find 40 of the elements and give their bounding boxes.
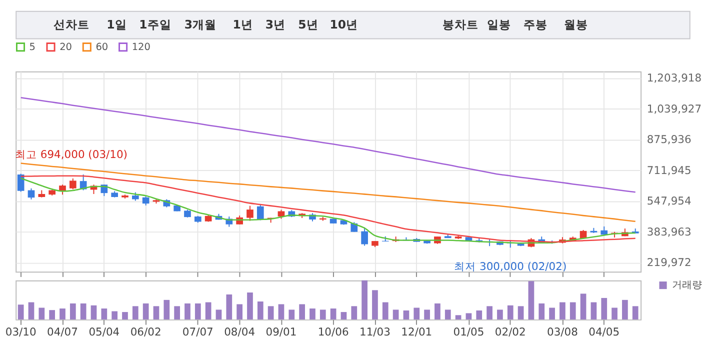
x-tick-label: 11/03 bbox=[360, 326, 390, 339]
y-tick-label: 547,954 bbox=[646, 194, 692, 208]
x-tick-label: 06/02 bbox=[130, 326, 162, 339]
y-tick-label: 219,972 bbox=[646, 256, 692, 270]
legend-label: 60 bbox=[96, 42, 108, 53]
y-tick-label: 1,039,927 bbox=[646, 102, 702, 116]
x-tick-label: 08/04 bbox=[224, 326, 256, 339]
text: 3년 bbox=[265, 17, 286, 32]
x-tick-label: 01/05 bbox=[453, 326, 484, 339]
y-tick-label: 1,203,918 bbox=[646, 72, 702, 85]
annotation: 최저 300,000 (02/02) bbox=[454, 260, 567, 274]
x-tick-label: 04/07 bbox=[47, 326, 78, 339]
text: 월봉 bbox=[564, 17, 588, 32]
x-tick-label: 12/01 bbox=[401, 326, 432, 339]
x-tick-label: 03/10 bbox=[5, 326, 36, 339]
legend-label: 120 bbox=[132, 42, 150, 53]
legend-label: 5 bbox=[29, 42, 36, 53]
text: 3개월 bbox=[184, 17, 217, 32]
text: 일봉 bbox=[486, 17, 511, 32]
annotation: 최고 694,000 (03/10) bbox=[14, 148, 128, 162]
x-tick-label: 10/06 bbox=[318, 326, 349, 339]
text: 5년 bbox=[298, 17, 318, 32]
x-tick-label: 07/07 bbox=[182, 326, 214, 339]
text: 10년 bbox=[330, 17, 358, 32]
y-tick-label: 875,936 bbox=[646, 133, 692, 146]
x-tick-label: 03/08 bbox=[546, 326, 578, 339]
text: 1주일 bbox=[139, 17, 172, 32]
x-tick-label: 05/04 bbox=[88, 326, 120, 339]
y-tick-label: 711,945 bbox=[646, 164, 692, 177]
text: 1년 bbox=[232, 17, 253, 32]
text: 1일 bbox=[106, 17, 127, 32]
legend-label: 거래량 bbox=[672, 280, 702, 292]
legend-label: 20 bbox=[60, 42, 72, 53]
x-tick-label: 09/01 bbox=[266, 326, 297, 339]
text: 주봉 bbox=[523, 17, 548, 32]
x-tick-label: 04/05 bbox=[588, 326, 620, 339]
text: 봉차트 bbox=[442, 17, 478, 32]
y-tick-label: 383,963 bbox=[646, 225, 692, 238]
x-tick-label: 02/02 bbox=[494, 326, 526, 339]
text: 선차트 bbox=[53, 17, 90, 32]
